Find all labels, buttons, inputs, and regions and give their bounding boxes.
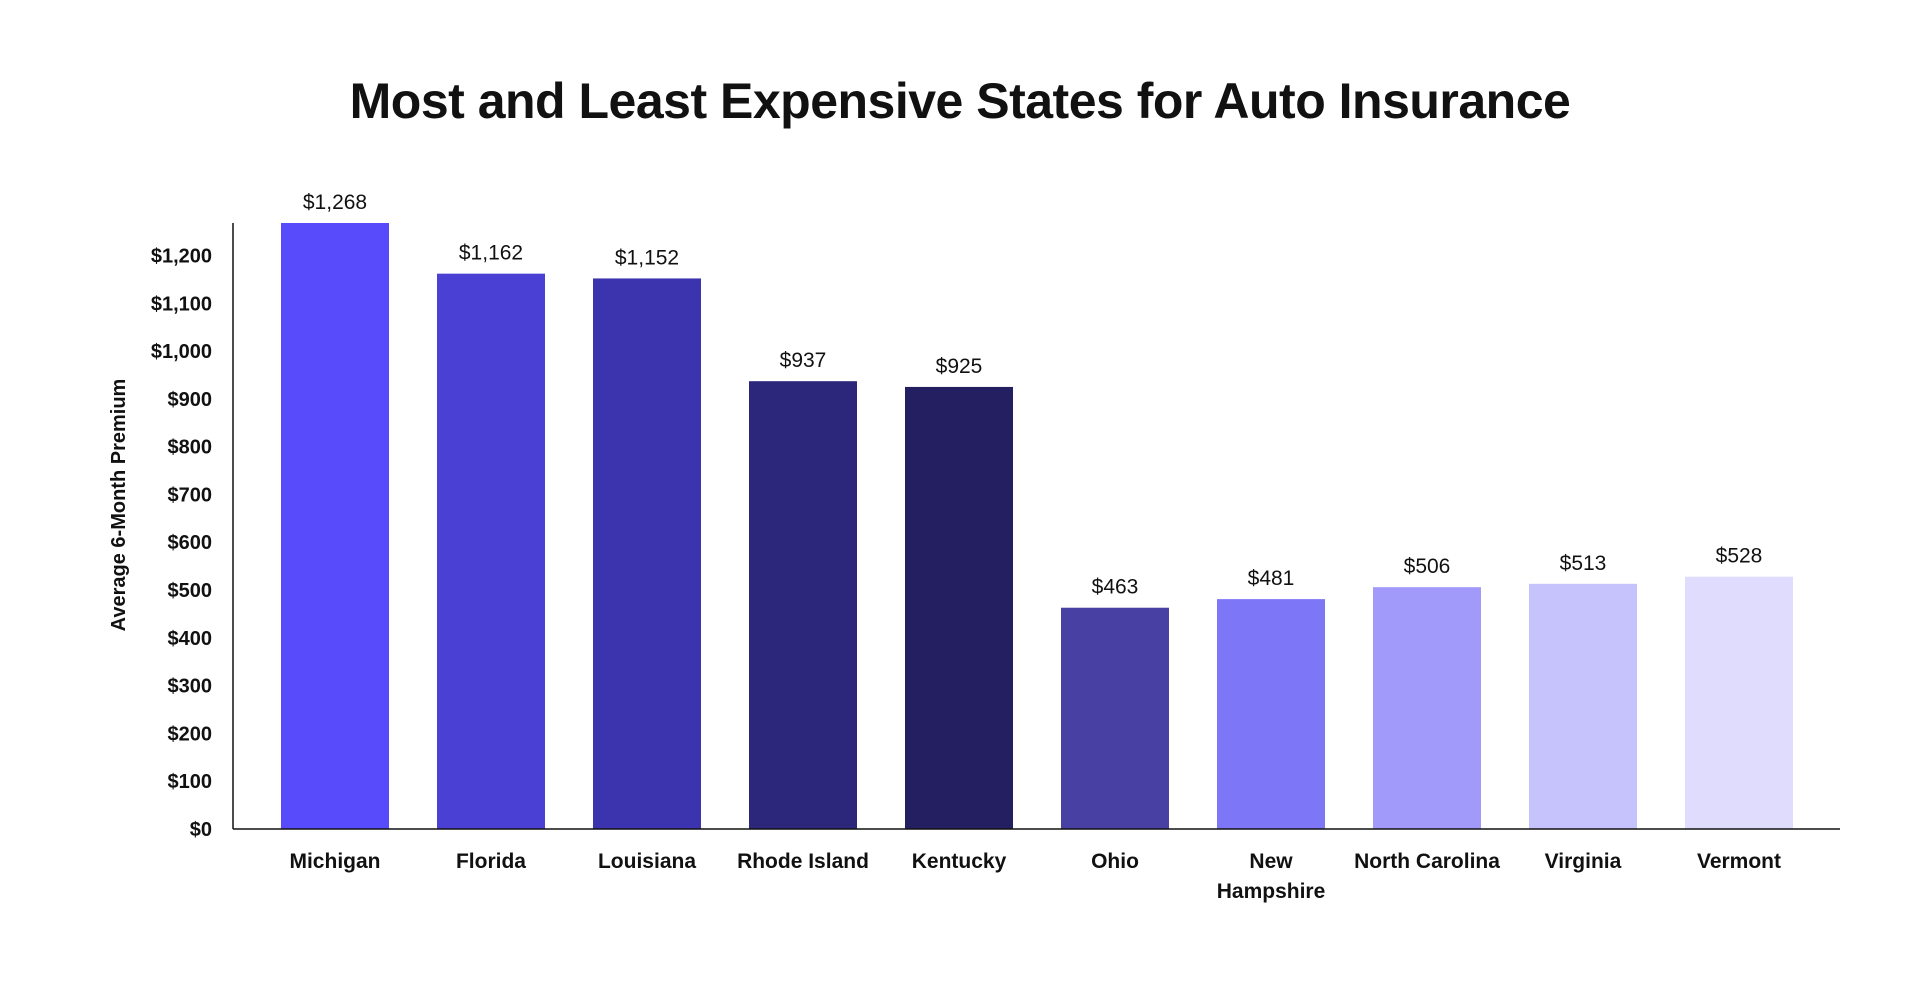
- bar-value-label: $1,162: [459, 242, 523, 265]
- x-category-label: Virginia: [1545, 850, 1622, 873]
- bar: [1217, 599, 1325, 829]
- x-category-label: North Carolina: [1354, 850, 1500, 873]
- x-category-label: Michigan: [289, 850, 380, 873]
- x-category-label-line: New: [1249, 850, 1293, 873]
- x-category-label: Kentucky: [912, 850, 1007, 873]
- y-tick-label: $200: [168, 723, 213, 745]
- y-tick-label: $500: [168, 580, 213, 602]
- y-tick-label: $600: [168, 532, 213, 554]
- bar-value-label: $506: [1404, 555, 1451, 578]
- bar: [593, 278, 701, 829]
- bar: [1061, 607, 1169, 829]
- bar-value-label: $1,152: [615, 246, 679, 269]
- x-category-label: Louisiana: [598, 850, 696, 873]
- x-category-label: Vermont: [1697, 850, 1781, 873]
- y-tick-label: $900: [168, 389, 213, 411]
- y-tick-label: $400: [168, 628, 213, 650]
- bar: [905, 386, 1013, 829]
- x-category-label-line: Louisiana: [598, 850, 696, 873]
- y-tick-labels: $0 $100 $200 $300 $400 $500 $600 $700 $800 $900 $1…: [151, 245, 212, 841]
- x-category-labels: Michigan Florida Louisiana Rhode Island Kent…: [289, 850, 1781, 903]
- x-category-label: Ohio: [1091, 850, 1139, 873]
- y-tick-label: $700: [168, 484, 213, 506]
- bar: [1685, 576, 1793, 829]
- x-category-label-line: Michigan: [289, 850, 380, 873]
- y-tick-label: $800: [168, 437, 213, 459]
- x-category-label-line: Rhode Island: [737, 850, 869, 873]
- x-category-label-line: Vermont: [1697, 850, 1781, 873]
- bar-value-label: $937: [780, 349, 827, 372]
- x-category-label-line: Ohio: [1091, 850, 1139, 873]
- y-tick-label: $100: [168, 771, 213, 793]
- x-category-label-line: Kentucky: [912, 850, 1007, 873]
- bar: [749, 381, 857, 829]
- y-tick-label: $1,100: [151, 293, 212, 315]
- value-labels-layer: $1,268 $1,162 $1,152 $937 $925 $463 $481 $506 $5…: [303, 191, 1762, 599]
- x-category-label-line: Florida: [456, 850, 526, 873]
- y-tick-label: $1,200: [151, 245, 212, 267]
- bar: [437, 273, 545, 829]
- y-tick-label: $300: [168, 676, 213, 698]
- y-tick-label: $1,000: [151, 341, 212, 363]
- bars-layer: [281, 223, 1793, 829]
- y-tick-label: $0: [190, 819, 212, 841]
- bar: [1373, 587, 1481, 829]
- bar-value-label: $1,268: [303, 191, 367, 214]
- x-category-label: New Hampshire: [1217, 850, 1326, 903]
- bar-value-label: $463: [1092, 576, 1139, 599]
- x-category-label: Florida: [456, 850, 526, 873]
- bar-value-label: $481: [1248, 567, 1295, 590]
- x-category-label-line: North Carolina: [1354, 850, 1500, 873]
- x-category-label-line: Virginia: [1545, 850, 1622, 873]
- bar-value-label: $925: [936, 355, 983, 378]
- x-category-label: Rhode Island: [737, 850, 869, 873]
- bar: [281, 223, 389, 829]
- bar: [1529, 583, 1637, 829]
- y-axis-title: Average 6-Month Premium: [108, 379, 130, 632]
- x-category-label-line: Hampshire: [1217, 880, 1326, 903]
- chart-title: Most and Least Expensive States for Auto…: [349, 73, 1571, 129]
- bar-value-label: $513: [1560, 552, 1607, 575]
- bar-value-label: $528: [1716, 545, 1763, 568]
